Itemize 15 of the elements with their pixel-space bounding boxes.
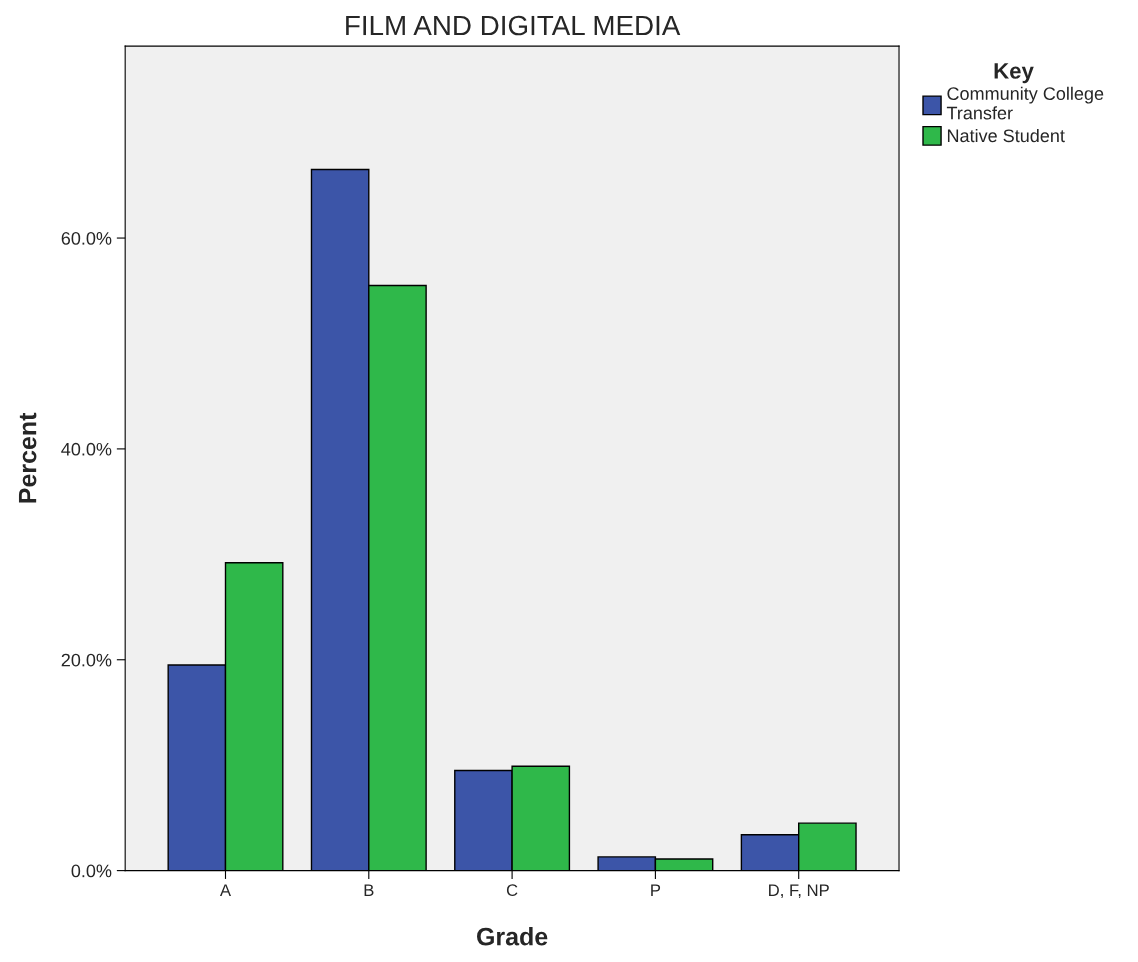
- x-tick-label: A: [219, 884, 232, 896]
- x-tick-label: C: [506, 884, 518, 897]
- legend-title: Key: [994, 63, 1034, 84]
- legend-label: Native Student: [947, 128, 1065, 143]
- chart-title: FILM AND DIGITAL MEDIA: [346, 15, 681, 36]
- y-tick-label: 20.0%: [61, 653, 112, 667]
- legend-label: Community College Transfer: [946, 86, 1104, 120]
- x-tick-label: B: [364, 884, 374, 896]
- y-tick-label: 60.0%: [61, 231, 112, 245]
- x-tick-label: D, F, NP: [769, 884, 829, 899]
- y-tick-label: 0.0%: [71, 864, 112, 878]
- y-tick-label: 40.0%: [61, 442, 112, 456]
- x-axis-title: Grade: [477, 927, 548, 946]
- y-axis-title: Percent: [18, 412, 37, 503]
- x-tick-label: P: [651, 884, 661, 896]
